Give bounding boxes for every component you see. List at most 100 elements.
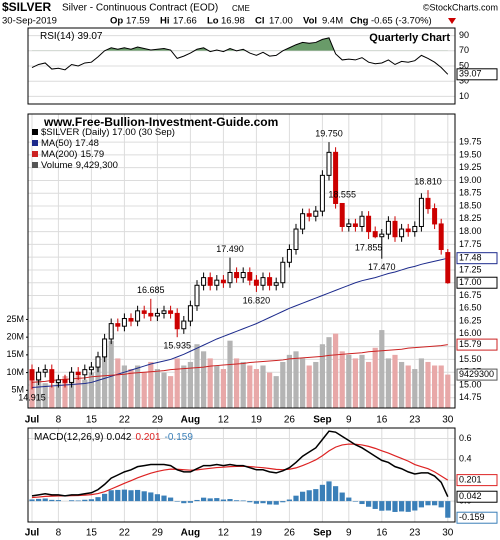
candle-body [75,371,81,376]
candle-body [128,318,134,322]
macd-histogram-bar [313,489,319,502]
candle-body [425,197,431,210]
volume-bar [306,365,312,408]
legend-item: Volume 9,429,300 [41,160,118,171]
candle-body [214,279,220,286]
macd-histogram-bar [260,501,266,504]
legend-value: 15.79 [80,149,104,160]
candle-body [36,371,42,381]
legend-name: MA(50) [41,138,72,149]
candle-body [412,225,418,233]
candle-body [418,197,424,227]
volume-bar [326,337,332,408]
candle-body [306,213,312,217]
value-box-label: 17.48 [459,253,482,263]
candle-body [445,252,451,284]
macd-histogram-bar [220,499,226,502]
candle-body [352,223,358,227]
rsi-last: 39.07 [77,31,102,42]
volume-bar [88,372,94,408]
value-box-label: 39.07 [459,69,482,79]
candle-body [286,248,292,263]
x-tick-label: 16 [376,415,388,426]
volume-bar [253,369,259,408]
volume-bar [174,358,180,408]
candle-body [174,312,180,330]
volume-bar [42,383,48,408]
value-box [456,511,498,524]
volume-bar [148,361,154,408]
candle-body [366,215,372,233]
value-box-label: 0.042 [459,491,482,501]
macd-legend: MACD(12,26,9) 0.042 0.201 -0.159 [34,432,193,443]
legend-name: MA(200) [41,149,77,160]
volume-bar [425,361,431,408]
candle-body [385,220,391,235]
y-tick-label: 16.25 [459,315,482,325]
rsi-line [31,37,449,75]
macd-histogram-bar [405,501,411,512]
volume-bar [432,365,438,408]
volume-bar [168,376,174,408]
quote-value: 17.59 [126,16,150,27]
volume-bar [240,361,246,408]
volume-bar [201,351,207,408]
x-tick-label: Sep [313,415,331,426]
quote-value: 17.00 [269,16,293,27]
macd-histogram-bar [154,494,160,502]
symbol: $SILVER [2,0,51,14]
macd-histogram-bar [286,499,292,502]
candle-body [115,323,121,327]
macd-title: MACD(12,26,9) [34,432,103,443]
x-tick-label: 29 [152,415,164,426]
legend-value: 9,429,300 [76,160,118,171]
x-tick-label: Aug [181,415,200,426]
y-tick-label: 15.00 [459,379,482,389]
price-annotation: 16.820 [243,295,271,305]
volume-bar [300,358,306,408]
y-tick-label: 19.50 [459,149,482,159]
macd-histogram-bar [174,501,180,502]
chart-subtitle: Quarterly Chart [369,32,450,44]
macd-histogram-bar [82,499,88,502]
macd-histogram-bar [168,497,174,502]
macd-histogram-bar [379,501,385,511]
macd-histogram-bar [161,495,167,502]
price-annotation: 18.555 [328,190,356,200]
quote-label: Chg [350,16,369,27]
candle-body [319,174,325,212]
candle-body [55,379,61,383]
macd-histogram-bar [214,498,220,502]
candle-body [29,369,35,381]
volume-bar [207,358,213,408]
y-tick-label: 15.50 [459,354,482,364]
price-annotation: 17.855 [355,242,383,252]
macd-histogram-bar [36,498,42,502]
candle-body [141,310,147,314]
x-tick-label: 30 [442,528,454,539]
macd-histogram-bar [392,501,398,512]
volume-bar [346,354,352,408]
macd-histogram-bar [418,501,424,508]
volume-bar [372,347,378,408]
volume-bar [293,351,299,408]
candle-body [432,208,438,225]
candle-body [135,310,141,322]
quote-label: Cl [255,16,265,27]
volume-bar [227,340,233,408]
candle-body [181,320,187,330]
volume-bar [399,361,405,408]
volume-bar [128,369,134,408]
macd-histogram-bar [352,501,358,502]
candle-body [326,151,332,176]
legend-item: MA(200) 15.79 [41,149,104,160]
price-annotation: 17.470 [368,262,396,272]
x-tick-label: 30 [442,415,454,426]
volume-bar [69,372,75,408]
volume-bar [161,372,167,408]
quote-value: -0.65 (-3.70%) [371,16,432,27]
volume-bar [141,372,147,408]
macd-histogram-bar [326,481,332,502]
candle-body [313,210,319,217]
